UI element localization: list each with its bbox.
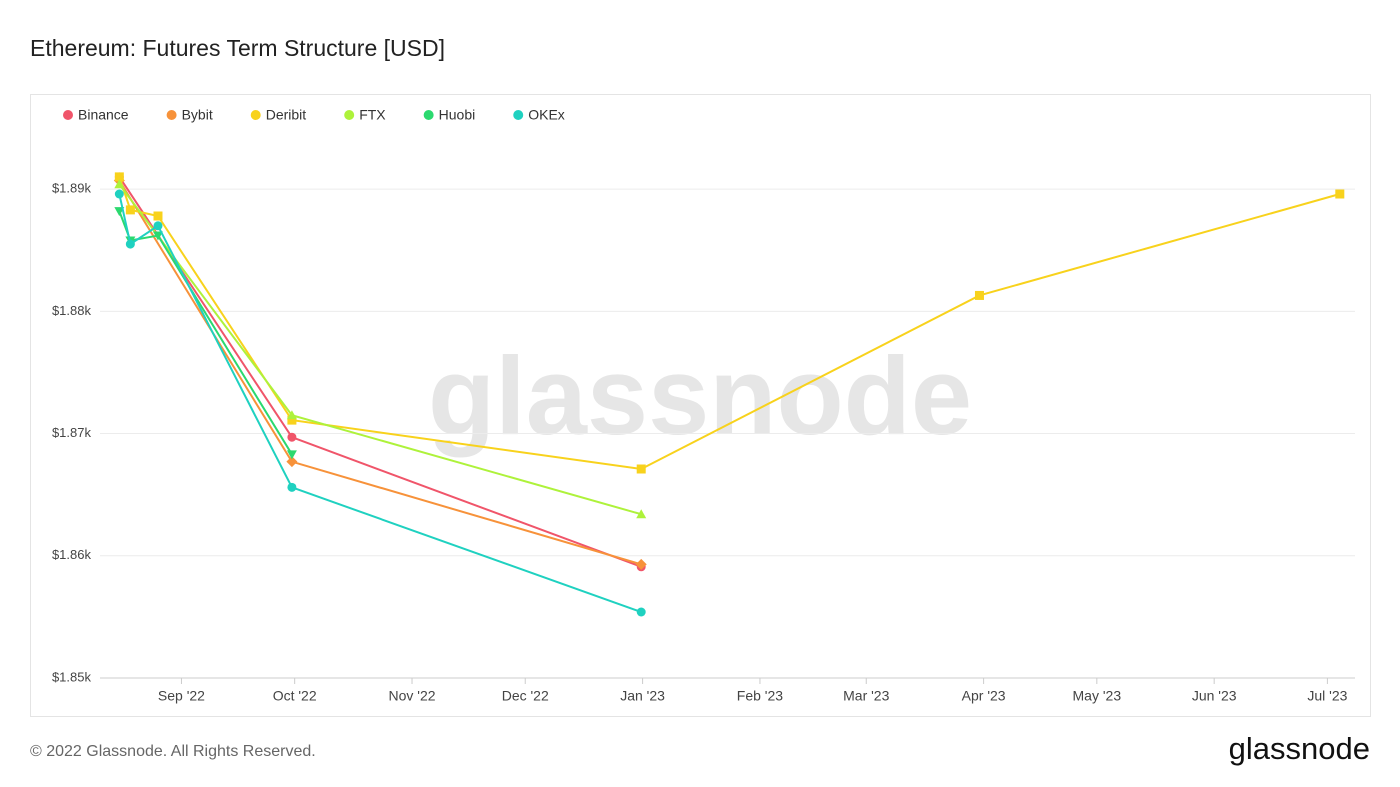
- x-tick-label: Mar '23: [843, 688, 889, 704]
- point: [114, 172, 124, 182]
- point: [114, 189, 124, 199]
- legend-swatch: [166, 110, 177, 120]
- x-tick-label: May '23: [1073, 688, 1122, 704]
- legend-swatch: [344, 110, 355, 120]
- point: [974, 290, 984, 300]
- point: [287, 415, 297, 425]
- x-tick-label: Dec '22: [502, 688, 549, 704]
- x-tick-label: Jun '23: [1192, 688, 1237, 704]
- point: [635, 558, 647, 570]
- point: [153, 221, 163, 231]
- chart-frame: [30, 94, 1371, 717]
- chart-title: Ethereum: Futures Term Structure [USD]: [30, 35, 445, 61]
- point: [125, 239, 135, 249]
- y-tick-label: $1.87k: [52, 425, 92, 440]
- point: [286, 450, 297, 460]
- legend-label: Deribit: [266, 107, 307, 123]
- point: [152, 231, 163, 241]
- logo: glassnode: [1229, 731, 1370, 766]
- legend-label: FTX: [359, 107, 386, 123]
- legend-swatch: [423, 110, 434, 120]
- y-tick-label: $1.85k: [52, 669, 92, 684]
- x-tick-label: Feb '23: [737, 688, 783, 704]
- y-tick-label: $1.88k: [52, 303, 92, 318]
- x-tick-label: Nov '22: [389, 688, 436, 704]
- point: [287, 432, 297, 442]
- point: [153, 211, 163, 221]
- copyright: © 2022 Glassnode. All Rights Reserved.: [30, 743, 316, 760]
- point: [287, 482, 297, 492]
- legend-swatch: [63, 110, 73, 120]
- y-tick-label: $1.86k: [52, 547, 92, 562]
- x-tick-label: Sep '22: [158, 688, 205, 704]
- point: [286, 456, 298, 468]
- legend-label: Binance: [78, 107, 129, 123]
- x-tick-label: Jan '23: [620, 688, 665, 704]
- legend-label: Bybit: [182, 107, 213, 123]
- legend-label: Huobi: [439, 107, 476, 123]
- series-line: [118, 210, 293, 455]
- point: [636, 607, 646, 617]
- legend-label: OKEx: [528, 107, 565, 123]
- x-tick-label: Jul '23: [1307, 688, 1347, 704]
- point: [636, 464, 646, 474]
- point: [125, 205, 135, 215]
- legend-swatch: [513, 110, 524, 120]
- y-tick-label: $1.89k: [52, 181, 92, 196]
- point: [114, 179, 125, 189]
- legend-swatch: [250, 110, 261, 120]
- watermark: glassnode: [428, 335, 972, 458]
- x-tick-label: Oct '22: [273, 688, 317, 704]
- point: [636, 509, 647, 519]
- point: [286, 410, 297, 420]
- x-tick-label: Apr '23: [962, 688, 1006, 704]
- point: [1335, 189, 1345, 199]
